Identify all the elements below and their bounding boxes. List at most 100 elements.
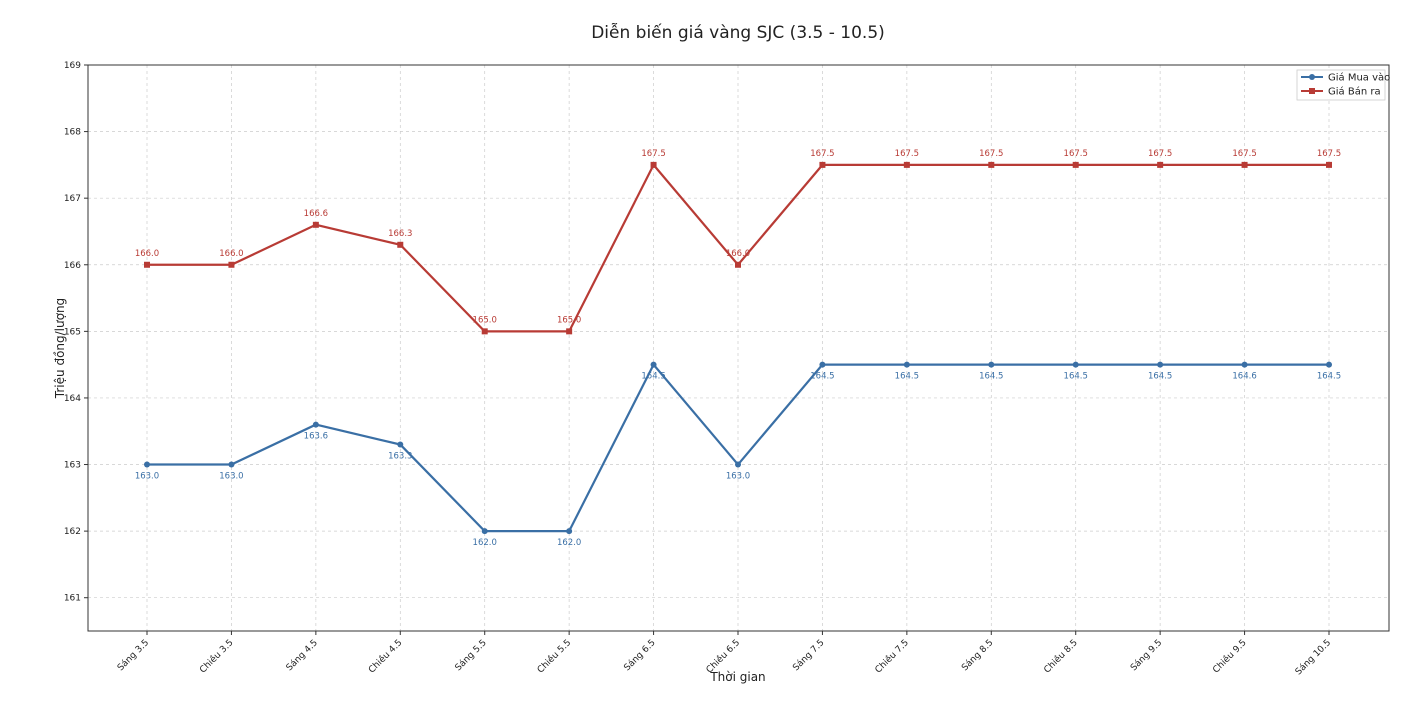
x-tick-label: Sáng 4.5 [285, 638, 320, 673]
data-point [228, 461, 235, 468]
data-point [312, 221, 319, 228]
data-point [1241, 161, 1248, 168]
data-point [819, 161, 826, 168]
data-label: 164.5 [641, 372, 665, 382]
data-label: 167.5 [979, 149, 1003, 159]
data-point [1072, 161, 1079, 168]
x-tick-label: Chiều 9.5 [1211, 637, 1249, 675]
x-tick-label: Chiều 7.5 [873, 637, 911, 675]
y-tick-label: 164 [64, 394, 81, 404]
data-label: 163.3 [388, 452, 412, 462]
data-label: 167.5 [1148, 149, 1172, 159]
x-tick-label: Sáng 5.5 [454, 638, 489, 673]
data-label: 165.0 [473, 315, 497, 325]
series-sell: 166.0 166.0 166.6 166.3 165.0 165.0 167.5 166.0… [135, 149, 1341, 335]
y-tick-label: 161 [64, 594, 81, 604]
data-label: 167.5 [810, 149, 834, 159]
data-point [481, 328, 488, 335]
plot-frame [87, 64, 1390, 632]
data-point [397, 241, 404, 248]
data-point [903, 361, 910, 368]
data-label: 162.0 [473, 538, 497, 548]
data-point [228, 261, 235, 268]
data-point [1072, 361, 1079, 368]
y-tick-label: 169 [64, 61, 81, 71]
legend-marker [1309, 74, 1315, 80]
data-label: 165.0 [557, 315, 581, 325]
y-axis-label: Triệu đồng/lượng [53, 298, 67, 399]
data-label: 164.5 [1148, 372, 1172, 382]
data-label: 162.0 [557, 538, 581, 548]
x-tick-label: Sáng 3.5 [116, 638, 151, 673]
data-point [735, 261, 741, 268]
data-label: 167.5 [641, 149, 665, 159]
data-label: 164.5 [810, 372, 834, 382]
series: 163.0 163.0 163.6 163.3 162.0 162.0 164.5 163.0… [135, 149, 1341, 548]
data-point [1326, 361, 1332, 368]
x-tick-label: Chiều 8.5 [1042, 637, 1080, 675]
data-label: 166.0 [726, 249, 750, 259]
data-point [481, 528, 488, 535]
data-label: 164.5 [895, 372, 919, 382]
legend-entry: Giá Mua vào [1301, 72, 1390, 84]
data-label: 166.3 [388, 229, 412, 239]
data-label: 164.5 [1064, 372, 1088, 382]
legend-marker [1309, 88, 1315, 94]
data-label: 166.0 [135, 249, 159, 259]
data-label: 166.0 [219, 249, 243, 259]
x-tick-label: Chiều 5.5 [535, 637, 573, 675]
data-label: 163.0 [219, 472, 243, 482]
data-point [312, 421, 319, 428]
legend-label: Giá Mua vào [1328, 72, 1390, 84]
x-tick-label: Sáng 8.5 [960, 638, 995, 673]
y-axis-ticks: 161 162 163 164 165 166 167 168 169 [64, 61, 88, 604]
data-point [903, 161, 910, 168]
data-label: 167.5 [1064, 149, 1088, 159]
data-label: 163.6 [304, 432, 328, 442]
y-tick-label: 165 [64, 327, 81, 337]
data-label: 167.5 [1232, 149, 1256, 159]
data-point [144, 261, 150, 268]
data-label: 166.6 [304, 209, 328, 219]
y-tick-label: 168 [64, 128, 81, 138]
data-point [1326, 161, 1332, 168]
y-tick-label: 166 [64, 261, 81, 271]
data-point [144, 461, 150, 468]
data-label: 164.6 [1232, 372, 1256, 382]
x-tick-label: Chiều 3.5 [197, 637, 235, 675]
y-tick-label: 167 [64, 194, 81, 204]
data-point [566, 328, 573, 335]
data-point [1241, 361, 1248, 368]
data-point [650, 161, 657, 168]
x-tick-label: Sáng 6.5 [622, 638, 657, 673]
x-tick-label: Sáng 7.5 [791, 638, 826, 673]
data-point [1157, 161, 1164, 168]
data-point [819, 361, 826, 368]
data-label: 167.5 [1317, 149, 1341, 159]
x-tick-label: Sáng 10.5 [1294, 638, 1333, 677]
chart-title: Diễn biến giá vàng SJC (3.5 - 10.5) [591, 22, 885, 43]
data-point [397, 441, 404, 448]
x-axis-label: Thời gian [709, 670, 765, 684]
data-label: 164.5 [979, 372, 1003, 382]
data-label: 163.0 [726, 472, 750, 482]
legend-label: Giá Bán ra [1328, 86, 1381, 98]
data-point [566, 528, 573, 535]
data-point [988, 161, 995, 168]
legend: Giá Mua vào Giá Bán ra [1296, 69, 1390, 101]
data-point [650, 361, 657, 368]
y-tick-label: 163 [64, 461, 81, 471]
data-label: 167.5 [895, 149, 919, 159]
data-point [735, 461, 741, 468]
grid [88, 64, 1389, 631]
series-buy: 163.0 163.0 163.6 163.3 162.0 162.0 164.5 163.0… [135, 361, 1341, 548]
x-tick-label: Sáng 9.5 [1129, 638, 1164, 673]
data-point [1157, 361, 1164, 368]
legend-entry: Giá Bán ra [1301, 86, 1381, 98]
y-tick-label: 162 [64, 527, 81, 537]
data-label: 164.5 [1317, 372, 1341, 382]
data-label: 163.0 [135, 472, 159, 482]
x-tick-label: Chiều 4.5 [366, 637, 404, 675]
data-point [988, 361, 995, 368]
